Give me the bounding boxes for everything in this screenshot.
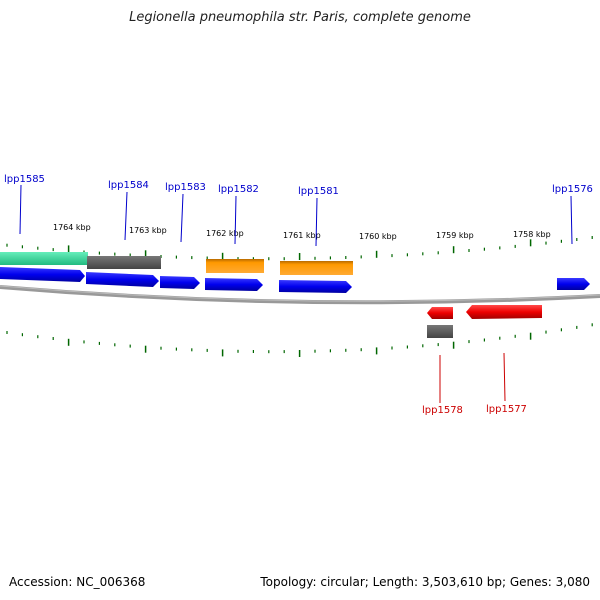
pointer-lpp1576 xyxy=(570,195,573,245)
forward-arrow-icon[interactable] xyxy=(205,278,263,291)
kbp-label-1763: 1763 kbp xyxy=(129,226,167,235)
gene-label-lpp1583[interactable]: lpp1583 xyxy=(165,182,206,193)
gray-feature-bar[interactable] xyxy=(87,256,161,269)
genome-backbone-highlight xyxy=(0,285,600,302)
reverse-arrow-icon[interactable] xyxy=(466,305,542,319)
gene-label-lpp1585[interactable]: lpp1585 xyxy=(4,174,45,185)
gene-label-lpp1582[interactable]: lpp1582 xyxy=(218,184,259,195)
accession-text: Accession: NC_006368 xyxy=(9,575,146,589)
forward-arrow-icon[interactable] xyxy=(0,267,85,282)
kbp-label-1762: 1762 kbp xyxy=(206,229,244,238)
reverse-arrow-icon[interactable] xyxy=(427,307,453,319)
gray-feature-bar-reverse[interactable] xyxy=(427,325,453,338)
kbp-label-1758: 1758 kbp xyxy=(513,230,551,239)
orange-feature-bar-1582[interactable] xyxy=(206,259,264,273)
gene-label-lpp1581[interactable]: lpp1581 xyxy=(298,186,339,197)
inner-tick-row xyxy=(6,323,593,357)
kbp-label-1764: 1764 kbp xyxy=(53,223,91,232)
genome-summary-text: Topology: circular; Length: 3,503,610 bp… xyxy=(260,575,590,589)
forward-arrow-icon[interactable] xyxy=(279,280,352,293)
pointer-lpp1582 xyxy=(234,195,237,245)
kbp-label-1759: 1759 kbp xyxy=(436,231,474,240)
pointer-lpp1581 xyxy=(315,197,318,247)
forward-arrow-icon[interactable] xyxy=(557,278,590,290)
gene-label-lpp1578[interactable]: lpp1578 xyxy=(422,405,463,416)
kbp-label-1761: 1761 kbp xyxy=(283,231,321,240)
gene-label-lpp1577[interactable]: lpp1577 xyxy=(486,404,527,415)
pointer-lpp1585 xyxy=(19,184,22,235)
green-feature-bar[interactable] xyxy=(0,252,88,265)
pointer-lpp1584 xyxy=(124,191,128,241)
gene-label-lpp1584[interactable]: lpp1584 xyxy=(108,180,149,191)
forward-arrow-icon[interactable] xyxy=(160,276,200,289)
map-title: Legionella pneumophila str. Paris, compl… xyxy=(129,10,471,25)
genome-backbone xyxy=(0,285,600,305)
gene-label-lpp1576[interactable]: lpp1576 xyxy=(552,184,593,195)
forward-arrow-icon[interactable] xyxy=(86,272,159,287)
orange-feature-bar-1581[interactable] xyxy=(280,261,353,275)
kbp-label-1760: 1760 kbp xyxy=(359,232,397,241)
pointer-lpp1577 xyxy=(503,352,506,402)
pointer-lpp1583 xyxy=(180,193,184,243)
